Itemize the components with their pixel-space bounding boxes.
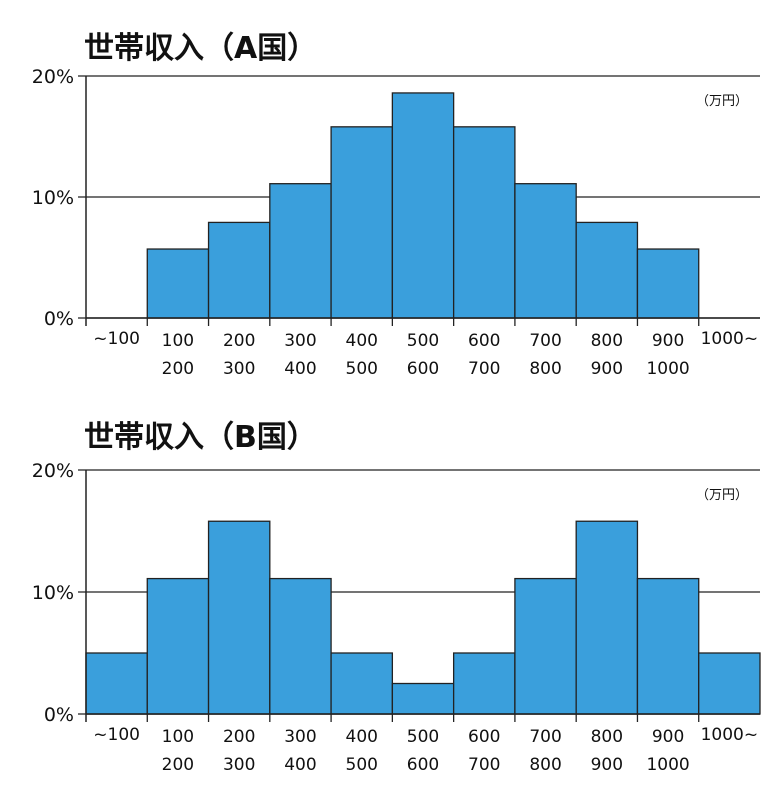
x-tick-label: 1000 bbox=[646, 755, 689, 775]
x-tick-label: 500 bbox=[346, 359, 378, 379]
x-tick-label: 500 bbox=[407, 331, 439, 351]
x-tick-label: 600 bbox=[468, 727, 500, 747]
bar bbox=[698, 652, 761, 715]
bar bbox=[269, 183, 332, 319]
x-tick-label: 400 bbox=[346, 331, 378, 351]
x-tick-label: ~100 bbox=[93, 725, 140, 745]
x-tick-label: 200 bbox=[162, 359, 194, 379]
x-tick-label: 300 bbox=[223, 359, 255, 379]
bar bbox=[636, 248, 700, 319]
y-tick-label: 0% bbox=[44, 704, 74, 726]
x-tick-label: 700 bbox=[529, 331, 561, 351]
bar bbox=[452, 126, 516, 319]
x-tick-label: 1000~ bbox=[701, 329, 759, 349]
y-tick-label: 10% bbox=[32, 187, 74, 209]
x-tick-label: 500 bbox=[407, 727, 439, 747]
unit-label: （万円） bbox=[696, 94, 748, 109]
x-tick-label: 300 bbox=[223, 755, 255, 775]
x-tick-label: 300 bbox=[284, 331, 316, 351]
chart-title: 世帯収入（B国） bbox=[84, 420, 317, 455]
x-tick-label: 600 bbox=[468, 331, 500, 351]
bar bbox=[330, 652, 394, 715]
x-tick-label: 200 bbox=[223, 727, 255, 747]
x-tick-label: 900 bbox=[591, 359, 623, 379]
x-tick-label: 400 bbox=[284, 359, 316, 379]
x-tick-label: 200 bbox=[162, 755, 194, 775]
bar bbox=[636, 577, 700, 715]
bar bbox=[85, 652, 148, 715]
bar bbox=[146, 248, 210, 319]
y-tick-label: 20% bbox=[32, 66, 74, 88]
y-tick-label: 20% bbox=[32, 460, 74, 482]
chart-title: 世帯収入（A国） bbox=[84, 31, 317, 66]
x-tick-label: 600 bbox=[407, 755, 439, 775]
bar bbox=[269, 577, 332, 715]
chart-1: 世帯収入（B国） 0% 10% 20% ~100 100 200 200 300 300 400 40… bbox=[32, 420, 761, 775]
bar bbox=[207, 520, 271, 715]
x-tick-label: 800 bbox=[529, 755, 561, 775]
bar bbox=[514, 183, 577, 319]
x-tick-label: 800 bbox=[529, 359, 561, 379]
x-tick-label: 100 bbox=[162, 727, 194, 747]
x-tick-label: 900 bbox=[591, 755, 623, 775]
bar bbox=[391, 92, 455, 319]
bar bbox=[330, 126, 394, 319]
x-tick-label: 700 bbox=[529, 727, 561, 747]
bar bbox=[575, 520, 639, 715]
y-tick-label: 10% bbox=[32, 582, 74, 604]
x-tick-label: 600 bbox=[407, 359, 439, 379]
x-tick-label: 100 bbox=[162, 331, 194, 351]
unit-label: （万円） bbox=[696, 488, 748, 503]
x-tick-label: 700 bbox=[468, 359, 500, 379]
x-tick-label: 700 bbox=[468, 755, 500, 775]
chart-0: 世帯収入（A国） 0% 10% 20% ~100 100 200 200 300 300 400 40… bbox=[32, 31, 760, 379]
y-tick-label: 0% bbox=[44, 308, 74, 330]
x-tick-label: ~100 bbox=[93, 329, 140, 349]
x-tick-label: 800 bbox=[591, 331, 623, 351]
bar bbox=[146, 577, 210, 715]
x-tick-label: 300 bbox=[284, 727, 316, 747]
x-tick-label: 400 bbox=[284, 755, 316, 775]
bar bbox=[391, 682, 455, 715]
bar bbox=[452, 652, 516, 715]
x-tick-label: 200 bbox=[223, 331, 255, 351]
bar bbox=[514, 577, 577, 715]
x-tick-label: 800 bbox=[591, 727, 623, 747]
x-tick-label: 1000 bbox=[646, 359, 689, 379]
bar bbox=[575, 221, 639, 319]
bar bbox=[207, 221, 271, 319]
x-tick-label: 400 bbox=[346, 727, 378, 747]
x-tick-label: 900 bbox=[652, 727, 684, 747]
x-tick-label: 900 bbox=[652, 331, 684, 351]
x-tick-label: 1000~ bbox=[701, 725, 759, 745]
x-tick-label: 500 bbox=[346, 755, 378, 775]
